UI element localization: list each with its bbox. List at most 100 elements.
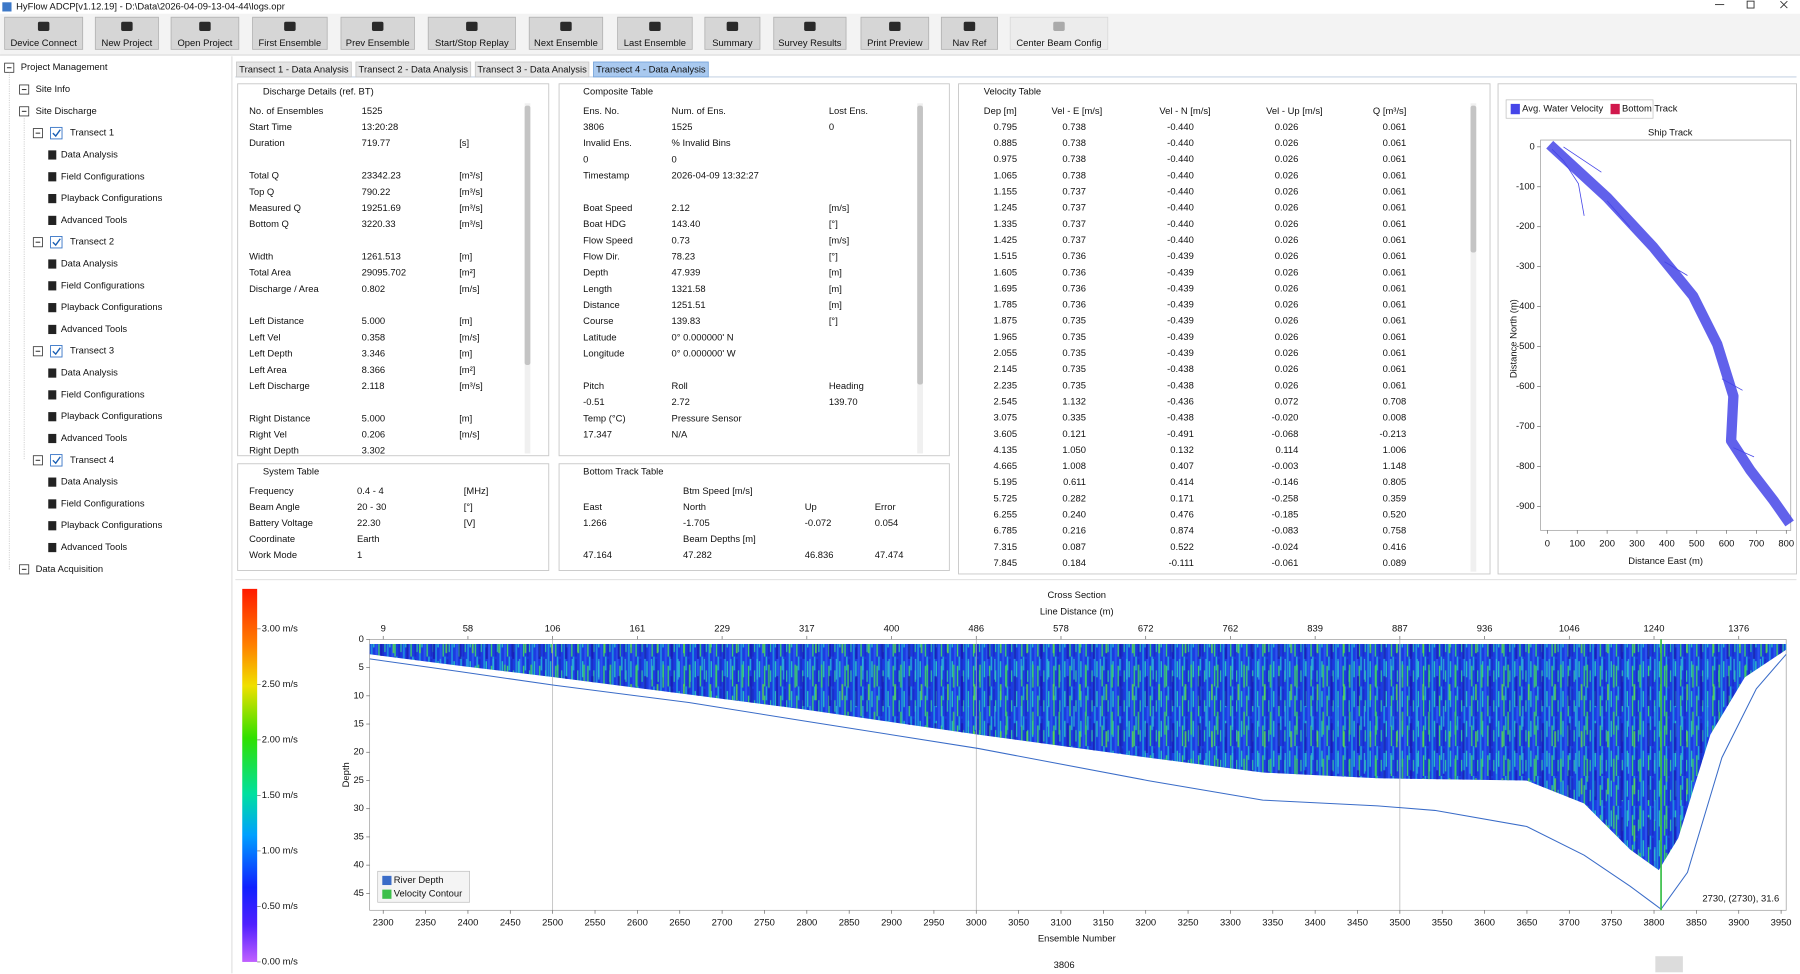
table-cell: 78.23	[672, 251, 696, 262]
table-cell: -0.51	[583, 396, 604, 407]
table-cell: Earth	[357, 533, 379, 544]
tree-item[interactable]: Data Analysis	[61, 148, 118, 159]
button-label: Summary	[712, 37, 753, 48]
table-cell: 0.026	[1275, 363, 1299, 374]
tree-item[interactable]: Field Configurations	[61, 279, 145, 290]
button-label: First Ensemble	[259, 37, 322, 48]
tree-item[interactable]: Field Configurations	[61, 388, 145, 399]
table-cell: 0.795	[994, 121, 1018, 132]
table-cell: Boat Speed	[583, 202, 632, 213]
tree-item[interactable]: Transect 4	[70, 454, 114, 465]
x-tick-label: 2550	[585, 916, 606, 927]
tree-item[interactable]: Site Discharge	[36, 105, 97, 116]
table-cell: 1	[357, 549, 362, 560]
table-cell: [m]	[829, 267, 842, 278]
checkbox[interactable]	[50, 454, 63, 467]
table-cell: -0.061	[1272, 557, 1299, 568]
tree-item[interactable]: Field Configurations	[61, 497, 145, 508]
checkbox[interactable]	[50, 236, 63, 249]
panel-title: Bottom Track Table	[583, 465, 663, 476]
tab[interactable]	[355, 61, 472, 78]
tree-item[interactable]: Data Analysis	[61, 367, 118, 378]
y-tick-label: -900	[1516, 500, 1535, 511]
scrollbar-thumb[interactable]	[1470, 105, 1477, 253]
tree-item[interactable]: Data Analysis	[61, 258, 118, 269]
table-cell: % Invalid Bins	[672, 137, 731, 148]
restore-button[interactable]	[1746, 0, 1755, 9]
table-cell: 1.515	[994, 250, 1018, 261]
table-cell: [m]	[459, 412, 472, 423]
table-cell: -0.111	[1169, 557, 1194, 568]
table-cell: -0.440	[1167, 153, 1194, 164]
table-cell: [m²]	[459, 267, 475, 278]
toolbar-button[interactable]	[528, 16, 604, 50]
table-cell: -0.438	[1167, 412, 1194, 423]
tab[interactable]	[593, 61, 709, 78]
tree-item[interactable]: Project Management	[21, 61, 108, 72]
tree-item[interactable]: Playback Configurations	[61, 519, 163, 530]
tree-icon	[48, 259, 57, 269]
button-icon	[963, 21, 976, 31]
tree-item[interactable]: Transect 3	[70, 345, 114, 356]
plot-title: Ship Track	[1648, 127, 1693, 138]
table-cell: 6.255	[994, 509, 1018, 520]
tree-icon	[48, 542, 57, 553]
scrollbar[interactable]	[1470, 103, 1477, 572]
tree-item[interactable]: Transect 1	[70, 127, 114, 138]
table-cell: Left Depth	[249, 348, 292, 359]
table-cell: 0.520	[1383, 509, 1407, 520]
section-title: Btm Speed [m/s]	[683, 485, 753, 496]
checkbox[interactable]	[50, 126, 63, 140]
x-tick-label: 400	[1659, 538, 1675, 549]
tree-item[interactable]: Playback Configurations	[61, 301, 163, 312]
table-cell: 0.738	[1062, 153, 1086, 164]
tree-item[interactable]: Advanced Tools	[61, 214, 128, 225]
y-tick-label: -500	[1516, 340, 1535, 351]
x-tick-label: 3500	[1389, 916, 1410, 927]
close-button[interactable]	[1780, 0, 1788, 9]
tree-item[interactable]: Field Configurations	[61, 170, 145, 181]
table-cell: 0.061	[1383, 331, 1407, 342]
table-cell: Duration	[249, 137, 285, 148]
table-cell: 0.061	[1383, 250, 1407, 261]
table-cell: 0.359	[1383, 492, 1407, 503]
table-cell: Timestamp	[583, 170, 629, 181]
top-tick-label: 672	[1138, 623, 1154, 634]
table-cell: Heading	[829, 380, 864, 391]
table-cell: 47.164	[583, 549, 612, 560]
table-cell: Start Time	[249, 121, 292, 132]
scrollbar-thumb[interactable]	[917, 105, 923, 385]
scrollbar-thumb[interactable]	[524, 105, 531, 366]
table-cell: 0.282	[1062, 492, 1086, 503]
tree-item[interactable]: Data Analysis	[61, 476, 118, 487]
checkbox[interactable]	[50, 345, 63, 358]
table-cell: 1.695	[994, 282, 1018, 293]
tree-item[interactable]: Advanced Tools	[61, 323, 128, 334]
tab[interactable]	[236, 61, 352, 78]
tree-item[interactable]: Advanced Tools	[61, 541, 128, 552]
table-cell: 0.522	[1170, 541, 1194, 552]
tree-icon	[48, 412, 57, 422]
tree-item[interactable]: Advanced Tools	[61, 432, 128, 443]
x-tick-label: 3200	[1135, 916, 1156, 927]
system-table-frame	[237, 463, 550, 571]
x-tick-label: 2850	[839, 916, 860, 927]
x-tick-label: 3650	[1516, 916, 1537, 927]
table-cell: [°]	[829, 251, 838, 262]
tree-item[interactable]: Playback Configurations	[61, 192, 163, 203]
table-cell: 1525	[362, 105, 383, 116]
x-tick-label: 3700	[1559, 916, 1580, 927]
toolbar-button[interactable]	[773, 16, 847, 50]
table-cell: 1.605	[994, 266, 1018, 277]
tree-item[interactable]: Playback Configurations	[61, 410, 163, 421]
table-cell: 7.845	[994, 557, 1018, 568]
table-cell: 0.121	[1062, 428, 1086, 439]
button-icon	[199, 21, 211, 31]
tree-item[interactable]: Data Acquisition	[36, 563, 103, 574]
tree-item[interactable]: Transect 2	[70, 236, 114, 247]
tab[interactable]	[474, 61, 590, 78]
tree-item[interactable]: Site Info	[36, 83, 71, 94]
table-cell: 0.737	[1062, 234, 1086, 245]
table-cell: 0.026	[1275, 299, 1299, 310]
table-cell: 0.216	[1062, 525, 1086, 536]
